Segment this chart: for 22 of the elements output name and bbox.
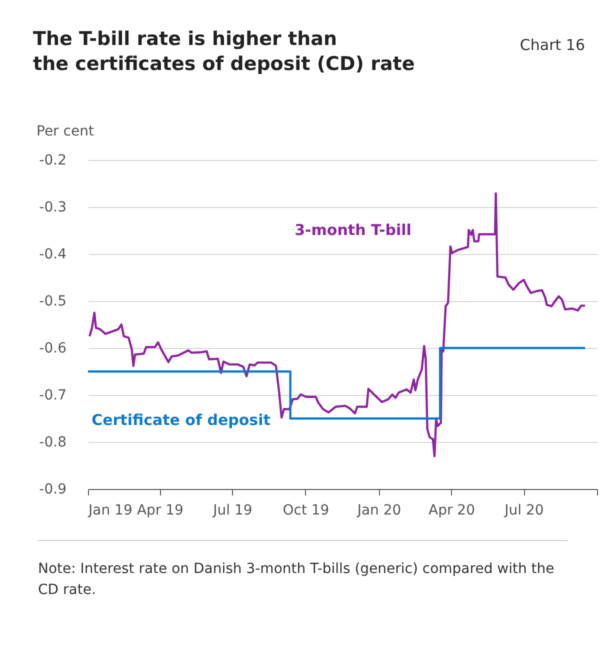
x-tick-label: Oct 19: [282, 502, 330, 518]
y-tick-label: -0.9: [39, 482, 66, 498]
series-label: Certificate of deposit: [92, 411, 270, 429]
chart-title: The T-bill rate is higher than the certificates of deposit (CD) rate: [33, 28, 415, 75]
text: Note: Interest rate on Danish 3-month T-bills (generic) compared with the CD rate.: [38, 560, 556, 600]
x-tick-label: Jan 20: [356, 502, 402, 518]
y-tick-label: -0.4: [39, 246, 67, 262]
caption: Chart 16: [520, 36, 585, 54]
y-tick-label: -0.7: [39, 388, 66, 404]
x-tick-label: Jul 19: [212, 502, 252, 518]
y-tick-label: -0.5: [39, 294, 66, 310]
x-tick-label: Apr 19: [136, 502, 184, 518]
x-tick-label: Apr 20: [428, 502, 475, 518]
y-tick-label: -0.6: [39, 340, 67, 356]
x-tick-label: Jan 19: [88, 502, 132, 518]
y-tick-label: -0.2: [39, 152, 66, 168]
text: 3-month T-bill: [294, 221, 412, 239]
y-axis-title: Per cent: [36, 124, 94, 140]
line-series: [88, 192, 586, 458]
y-tick-label: -0.8: [39, 434, 66, 450]
x-tick-label: Jul 20: [504, 502, 544, 518]
y-tick-label: -0.3: [39, 200, 66, 216]
